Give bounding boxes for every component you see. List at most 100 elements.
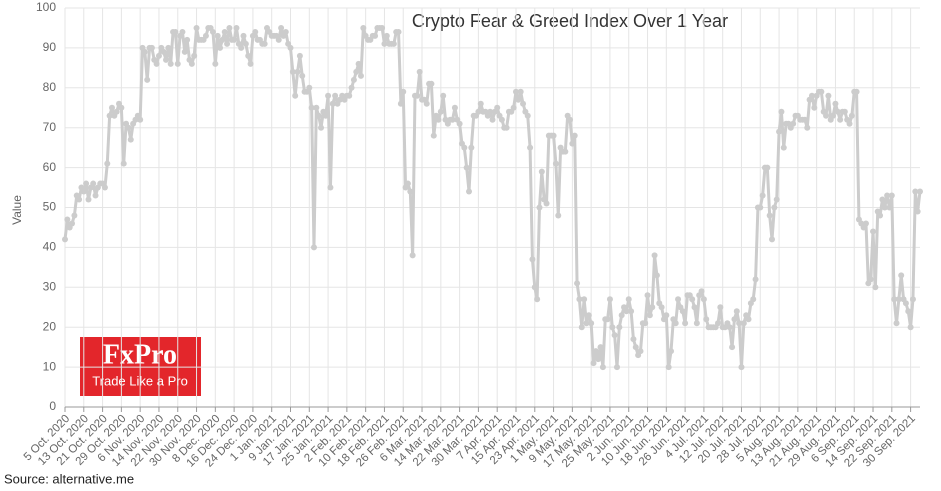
data-point — [489, 116, 496, 123]
data-point — [609, 324, 616, 331]
data-point — [569, 140, 576, 147]
data-point — [512, 88, 519, 95]
data-point — [665, 364, 672, 371]
data-point — [261, 40, 268, 47]
data-point — [372, 32, 379, 39]
data-point — [750, 296, 757, 303]
data-point — [350, 76, 357, 83]
data-point — [745, 316, 752, 323]
data-point — [315, 112, 322, 119]
data-point — [238, 44, 245, 51]
data-point — [759, 192, 766, 199]
data-point — [282, 28, 289, 35]
data-point — [801, 116, 808, 123]
data-point — [733, 308, 740, 315]
data-point — [691, 304, 698, 311]
data-point — [242, 40, 249, 47]
data-point — [414, 92, 421, 99]
data-point — [360, 24, 367, 31]
data-point — [214, 32, 221, 39]
data-point — [278, 24, 285, 31]
data-point — [703, 316, 710, 323]
data-point — [517, 88, 524, 95]
data-point — [717, 304, 724, 311]
y-tick-label: 20 — [43, 319, 57, 333]
data-point — [574, 280, 581, 287]
data-point — [466, 188, 473, 195]
data-point — [571, 132, 578, 139]
data-point — [355, 60, 362, 67]
data-point — [811, 104, 818, 111]
data-point — [148, 44, 155, 51]
data-point — [296, 52, 303, 59]
data-point — [233, 24, 240, 31]
data-point — [862, 220, 869, 227]
data-point — [585, 312, 592, 319]
data-point — [193, 24, 200, 31]
data-point — [463, 164, 470, 171]
data-point — [726, 324, 733, 331]
data-point — [468, 144, 475, 151]
data-point — [804, 124, 811, 131]
data-point — [498, 116, 505, 123]
data-point — [668, 348, 675, 355]
data-point — [881, 204, 888, 211]
data-point — [653, 272, 660, 279]
y-tick-label: 100 — [36, 0, 56, 14]
data-point — [327, 184, 334, 191]
data-point — [209, 28, 216, 35]
chart-title: Crypto Fear & Greed Index Over 1 Year — [412, 11, 728, 31]
data-point — [76, 196, 83, 203]
data-point — [642, 320, 649, 327]
data-point — [247, 60, 254, 67]
data-point — [153, 60, 160, 67]
data-point — [181, 48, 188, 55]
data-point — [646, 312, 653, 319]
data-point — [520, 100, 527, 107]
data-point — [395, 28, 402, 35]
data-point — [224, 40, 231, 47]
data-point — [306, 84, 313, 91]
data-point — [80, 188, 87, 195]
data-point — [318, 124, 325, 131]
data-point — [510, 104, 517, 111]
data-point — [390, 40, 397, 47]
data-point — [625, 296, 632, 303]
data-point — [618, 312, 625, 319]
data-point — [400, 88, 407, 95]
data-point — [679, 308, 686, 315]
data-point — [325, 92, 332, 99]
data-point — [538, 168, 545, 175]
data-point — [435, 116, 442, 123]
data-point — [823, 112, 830, 119]
data-point — [714, 320, 721, 327]
data-point — [736, 320, 743, 327]
data-point — [675, 296, 682, 303]
data-point — [106, 112, 113, 119]
data-point — [905, 308, 912, 315]
data-point — [872, 284, 879, 291]
data-point — [879, 196, 886, 203]
data-point — [219, 36, 226, 43]
data-point — [672, 320, 679, 327]
data-point — [769, 236, 776, 243]
data-point — [221, 28, 228, 35]
data-point — [914, 208, 921, 215]
data-point — [329, 100, 336, 107]
data-point — [567, 116, 574, 123]
data-point — [167, 60, 174, 67]
data-point — [909, 296, 916, 303]
data-point — [397, 100, 404, 107]
data-point — [590, 360, 597, 367]
data-point — [893, 320, 900, 327]
data-point — [778, 108, 785, 115]
data-point — [69, 220, 76, 227]
data-point — [404, 180, 411, 187]
data-point — [456, 120, 463, 127]
data-point — [202, 32, 209, 39]
data-point — [773, 196, 780, 203]
data-point — [141, 48, 148, 55]
data-point — [217, 44, 224, 51]
data-point — [700, 296, 707, 303]
